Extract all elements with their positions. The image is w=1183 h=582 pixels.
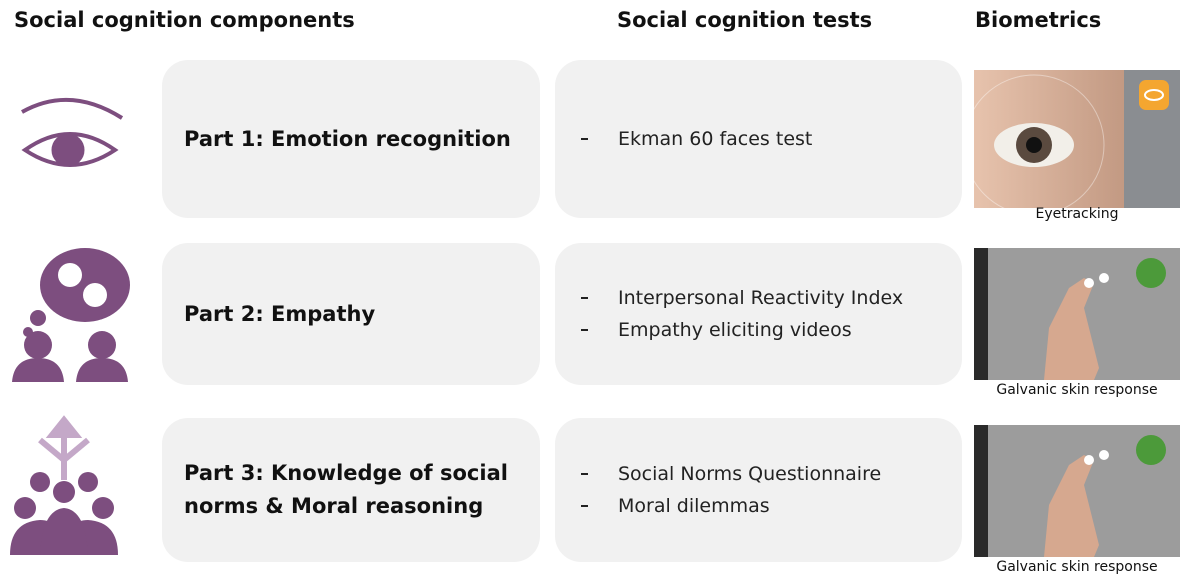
component-text: Part 1: Emotion recognition bbox=[184, 126, 511, 151]
component-box: Part 2: Empathy bbox=[162, 243, 540, 385]
biometric-caption: Galvanic skin response bbox=[996, 559, 1158, 575]
gsr-photo bbox=[974, 248, 1180, 380]
component-box: Part 3: Knowledge of social norms & Mora… bbox=[162, 418, 540, 562]
component-text: Part 2: Empathy bbox=[184, 301, 376, 326]
empathy-icon bbox=[12, 248, 130, 382]
header: Social cognition components bbox=[14, 8, 355, 32]
eye-icon bbox=[21, 97, 124, 167]
norms-icon bbox=[10, 415, 118, 555]
component-text: norms & Moral reasoning bbox=[184, 494, 484, 518]
test-text: Social Norms Questionnaire bbox=[618, 463, 882, 485]
biometric-caption: Eyetracking bbox=[1035, 206, 1119, 222]
test-text: Empathy eliciting videos bbox=[618, 319, 852, 341]
header: Biometrics bbox=[975, 8, 1102, 32]
test-text: Ekman 60 faces test bbox=[618, 128, 813, 150]
tests-box: Social Norms Questionnaire Moral dilemma… bbox=[555, 418, 962, 562]
biometric-caption: Galvanic skin response bbox=[996, 382, 1158, 398]
test-text: Moral dilemmas bbox=[618, 495, 770, 517]
icons bbox=[10, 97, 130, 555]
tests-box: Interpersonal Reactivity Index Empathy e… bbox=[555, 243, 962, 385]
eyetracking-photo bbox=[974, 70, 1180, 208]
component-text: Part 3: Knowledge of social bbox=[184, 461, 508, 485]
test-text: Interpersonal Reactivity Index bbox=[618, 287, 904, 309]
header: Social cognition tests bbox=[617, 8, 873, 32]
gsr-photo bbox=[974, 425, 1180, 557]
tests-box: Ekman 60 faces test bbox=[555, 60, 962, 218]
component-box: Part 1: Emotion recognition bbox=[162, 60, 540, 218]
